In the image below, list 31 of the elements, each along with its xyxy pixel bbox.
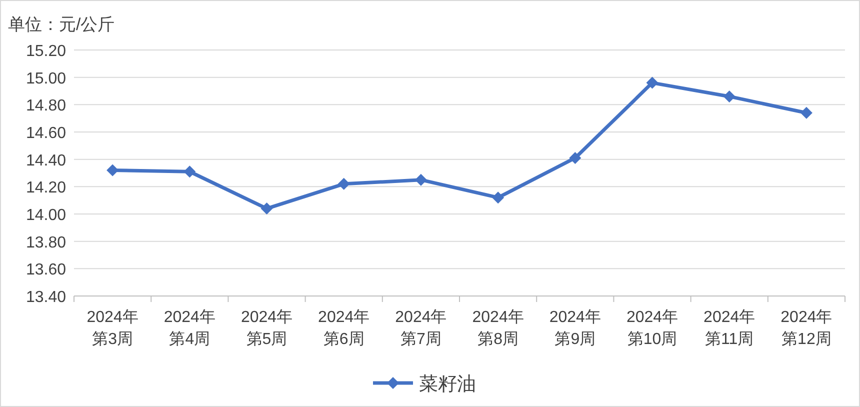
point (492, 192, 504, 204)
point (723, 90, 736, 102)
y-tick-label: 15.00 (26, 70, 66, 88)
y-tick-label: 14.00 (26, 207, 66, 224)
x-tick-label: 2024年第8周 (472, 309, 524, 348)
y-tick-label: 15.20 (26, 43, 66, 60)
point (800, 106, 812, 119)
x-tick-label: 2024年第12周 (780, 309, 832, 348)
point (414, 174, 427, 186)
x-tick-label: 2024年第3周 (86, 309, 138, 348)
x-tick-label: 2024年第4周 (164, 309, 216, 348)
point (569, 152, 582, 164)
point (260, 202, 273, 215)
x-tick-label: 2024年第10周 (626, 309, 678, 348)
y-axis-title: 单位：元/公斤 (8, 15, 115, 34)
y-tick-label: 14.80 (26, 98, 66, 115)
y-tick-label: 14.60 (26, 125, 66, 142)
y-tick-label: 14.20 (26, 180, 66, 197)
y-tick-label: 13.60 (26, 262, 66, 279)
point (184, 166, 196, 178)
x-tick-label: 2024年第7周 (395, 309, 447, 348)
point (646, 76, 658, 89)
legend-label: 菜籽油 (419, 374, 476, 395)
y-tick-label: 13.40 (26, 289, 66, 306)
point (338, 178, 350, 190)
y-tick-label: 13.80 (26, 234, 66, 252)
x-tick-label: 2024年第11周 (704, 309, 756, 348)
x-tick-label: 2024年第6周 (318, 309, 370, 348)
y-tick-label: 14.40 (26, 152, 66, 170)
x-tick-label: 2024年第9周 (549, 309, 601, 348)
x-tick-label: 2024年第5周 (240, 309, 293, 348)
